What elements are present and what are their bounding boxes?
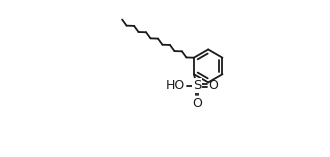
Text: S: S	[193, 79, 201, 92]
Text: O: O	[208, 79, 218, 92]
Text: HO: HO	[166, 79, 185, 92]
Text: O: O	[192, 97, 202, 110]
